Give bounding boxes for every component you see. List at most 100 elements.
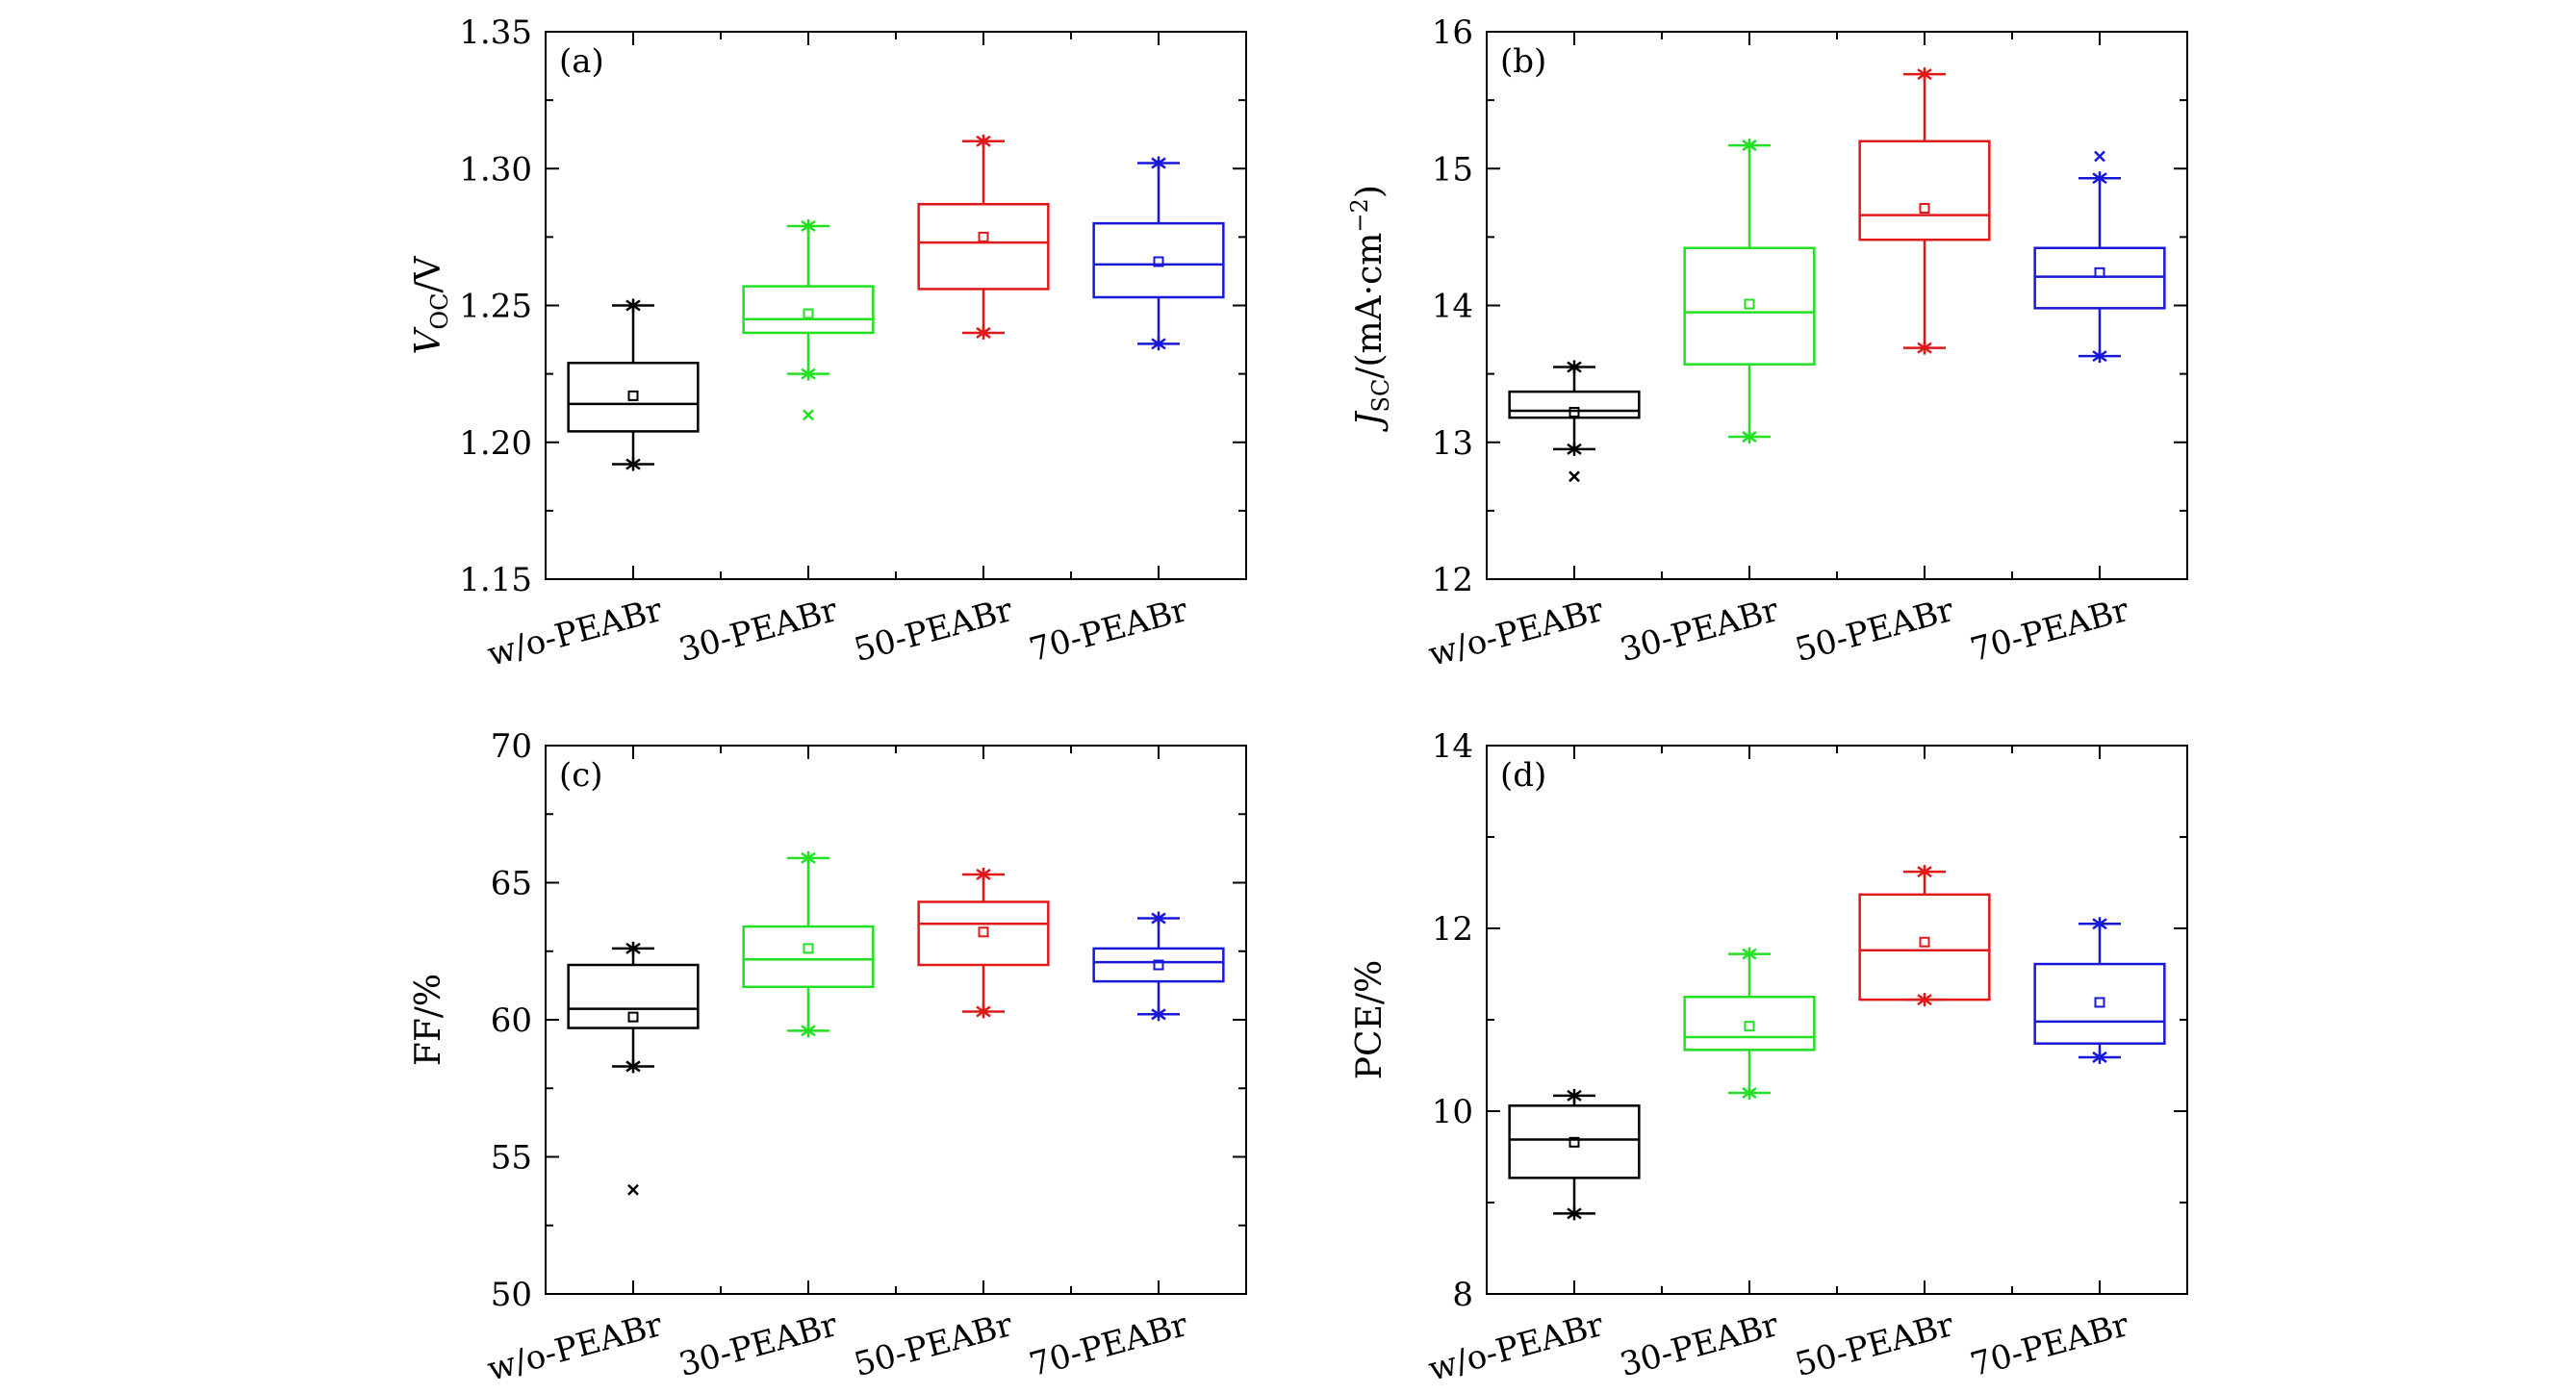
plot-frame [1486, 31, 2188, 580]
extreme-marker [801, 1024, 816, 1038]
box-w/o-PEABr [567, 298, 700, 471]
extreme-marker [1742, 139, 1757, 153]
extreme-marker [1567, 442, 1582, 456]
x-tick-label: 30-PEABr [1616, 1305, 1783, 1384]
box-30-PEABr [742, 850, 875, 1038]
box-iqr [1508, 1104, 1641, 1179]
outlier-stroke [1569, 470, 1580, 483]
extreme-marker [1567, 360, 1582, 374]
plot-frame [1486, 745, 2188, 1295]
x-tick-label: 50-PEABr [850, 591, 1017, 670]
extreme-marker [2092, 1050, 2107, 1064]
box-iqr [1683, 246, 1816, 366]
y-tick-label: 14 [1432, 727, 1473, 766]
extreme-marker [1151, 1007, 1166, 1022]
extreme-marker [625, 457, 641, 471]
box-w/o-PEABr [1508, 1088, 1641, 1221]
box-50-PEABr [917, 867, 1050, 1019]
x-tick-label: w/o-PEABr [1424, 591, 1608, 674]
mean-marker [803, 943, 814, 954]
extreme-marker [1151, 337, 1166, 351]
box-w/o-PEABr [567, 941, 700, 1196]
box-iqr [1508, 390, 1641, 419]
panel-label: (d) [1500, 756, 1546, 795]
x-tick-label: 50-PEABr [850, 1305, 1017, 1384]
y-tick-label: 55 [491, 1139, 532, 1178]
extreme-marker [1151, 156, 1166, 170]
box-70-PEABr [1092, 156, 1225, 351]
box-70-PEABr [2033, 917, 2166, 1064]
box-70-PEABr [1092, 911, 1225, 1022]
extreme-marker [801, 367, 816, 381]
panel-b: (b) 12 13 14 15 16 JSC/(mA·cm−2) w/o-PEABr 30-PE… [1346, 13, 2188, 674]
extreme-marker [2092, 171, 2107, 186]
mean-marker [978, 231, 989, 242]
x-tick-label: 30-PEABr [675, 1305, 842, 1384]
box-w/o-PEABr [1508, 360, 1641, 483]
mean-marker [2094, 266, 2105, 278]
x-tick-label: w/o-PEABr [1424, 1305, 1608, 1389]
y-title-sup: −2 [1346, 198, 1373, 232]
panel-label: (b) [1500, 42, 1546, 81]
x-tick-label: 50-PEABr [1791, 1305, 1958, 1384]
extreme-marker [625, 941, 641, 955]
box-50-PEABr [1858, 67, 1991, 355]
box-iqr [1683, 996, 1816, 1052]
mean-marker [1569, 406, 1580, 418]
y-title-main: V [409, 326, 448, 355]
mean-marker [803, 308, 814, 319]
extreme-marker [1742, 1086, 1757, 1100]
y-title-rest: /V [409, 255, 448, 292]
y-axis-title: VOC/V [409, 255, 453, 354]
y-axis-title: JSC/(mA·cm−2) [1346, 185, 1394, 433]
extreme-marker [976, 867, 991, 881]
box-iqr [2033, 246, 2166, 310]
extreme-marker [1151, 911, 1166, 925]
extreme-marker [625, 298, 641, 313]
mean-marker [1744, 298, 1755, 310]
mean-marker [627, 1011, 639, 1023]
y-tick-label: 1.15 [459, 561, 532, 599]
box-iqr [917, 900, 1050, 967]
y-tick-label: 12 [1432, 910, 1473, 949]
box-iqr [1092, 221, 1225, 299]
y-tick-label: 50 [491, 1276, 532, 1314]
x-tick-label: w/o-PEABr [483, 591, 667, 674]
box-iqr [1858, 139, 1991, 241]
x-tick-label: 70-PEABr [1966, 591, 2133, 670]
y-tick-label: 1.35 [459, 13, 532, 52]
extreme-marker [1917, 993, 1932, 1007]
extreme-marker [625, 1059, 641, 1074]
mean-marker [1919, 936, 1930, 948]
y-tick-label: 1.30 [459, 150, 532, 189]
box-iqr [567, 963, 700, 1029]
box-70-PEABr [2033, 150, 2166, 364]
y-tick-label: 13 [1432, 424, 1473, 463]
extreme-marker [1567, 1088, 1582, 1103]
mean-marker [627, 390, 639, 401]
x-tick-label: 30-PEABr [675, 591, 842, 670]
mean-marker [1919, 203, 1930, 215]
extreme-marker [976, 1004, 991, 1019]
plot-frame [545, 745, 1247, 1295]
y-tick-label: 70 [491, 727, 532, 766]
y-title-main: J [1350, 410, 1390, 433]
mean-marker [978, 926, 989, 938]
x-tick-label: 30-PEABr [1616, 591, 1783, 670]
y-title-sub: SC [1367, 379, 1394, 413]
y-tick-label: 8 [1452, 1276, 1473, 1314]
extreme-marker [1917, 67, 1932, 82]
y-tick-label: 1.25 [459, 288, 532, 326]
y-tick-label: 60 [491, 1001, 532, 1040]
box-50-PEABr [1858, 865, 1991, 1007]
y-tick-label: 15 [1432, 150, 1473, 189]
outlier-stroke [2094, 150, 2105, 163]
y-tick-label: 10 [1432, 1093, 1473, 1131]
y-tick-label: 16 [1432, 13, 1473, 52]
box-30-PEABr [1683, 947, 1816, 1100]
mean-marker [1569, 1136, 1580, 1148]
extreme-marker [2092, 349, 2107, 364]
y-axis-title: PCE/% [1350, 960, 1390, 1079]
extreme-marker [976, 134, 991, 148]
extreme-marker [1917, 341, 1932, 355]
